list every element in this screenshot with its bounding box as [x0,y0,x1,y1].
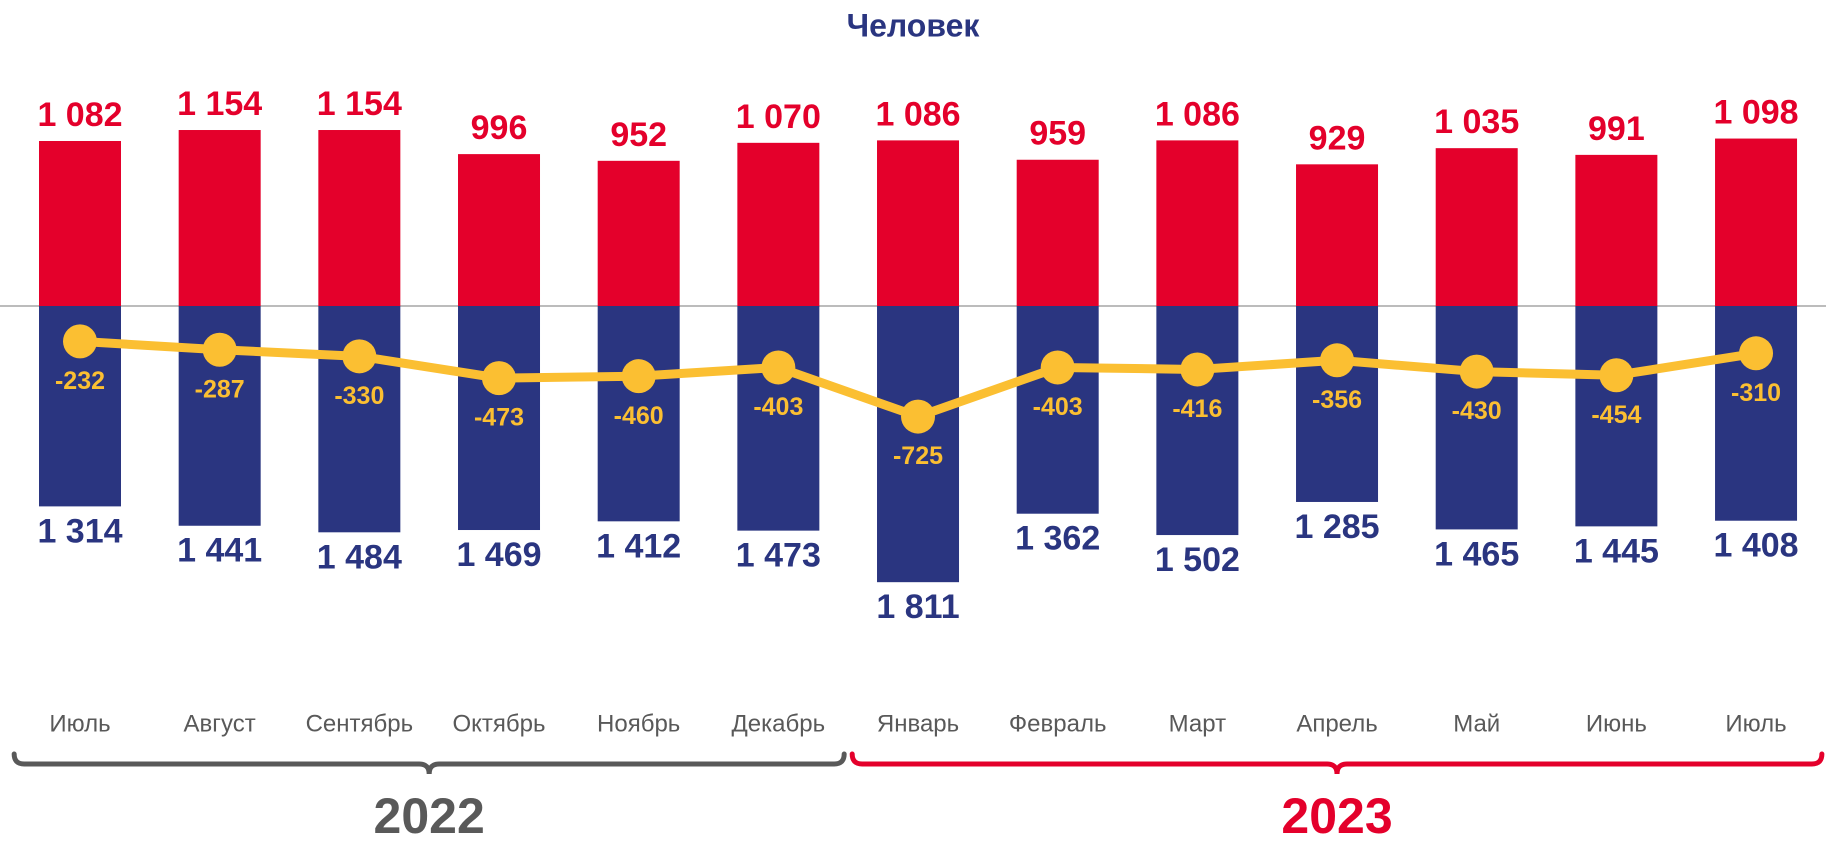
x-tick-label: Май [1453,710,1500,737]
bar [1296,164,1379,306]
bar [458,154,541,306]
value-label: 1 502 [1155,541,1240,579]
point [482,361,517,396]
value-label: 1 412 [596,527,681,565]
x-tick-label: Август [184,710,256,737]
point [901,399,936,434]
bar [458,306,541,531]
value-label: 1 285 [1294,508,1379,546]
bar [1435,148,1518,306]
value-label: 1 469 [456,536,541,574]
x-tick-label: Ноябрь [597,710,680,737]
value-label: 1 082 [37,96,122,134]
bar [178,130,261,306]
point [1459,354,1494,389]
bar [1435,306,1518,530]
point [1599,358,1634,393]
value-label: -403 [1033,393,1083,421]
value-label: -310 [1731,379,1781,407]
point [1040,350,1075,385]
value-label: 929 [1309,119,1366,157]
value-label: -232 [55,367,105,395]
point [63,324,97,359]
bar [737,142,820,306]
value-label: -330 [334,382,384,410]
x-tick-label: Июнь [1586,710,1647,737]
value-label: 991 [1588,110,1645,148]
value-label: 1 441 [177,532,262,570]
x-tick-label: Июль [49,710,110,737]
value-label: 1 086 [875,95,960,133]
bar [877,306,960,583]
group-bracket [849,751,1825,775]
x-tick-label: Июль [1725,710,1786,737]
value-label: -416 [1172,395,1222,423]
value-label: 1 035 [1434,103,1519,141]
x-tick-label: Январь [877,710,959,737]
bar [1016,159,1099,306]
x-tick-label: Апрель [1296,710,1377,737]
value-label: -460 [614,402,664,430]
point [202,332,237,367]
value-label: 1 445 [1574,532,1659,570]
x-tick-label: Февраль [1009,710,1107,737]
point [1739,336,1774,371]
value-label: -454 [1591,401,1641,429]
x-tick-label: Сентябрь [306,710,414,737]
chart-title: Человек [847,7,981,43]
point [1180,352,1215,387]
value-label: -287 [195,375,245,403]
bar [318,130,401,306]
bar [1575,306,1658,527]
value-label: 1 154 [177,85,262,123]
group-label: 2023 [1281,788,1392,843]
value-label: 1 086 [1155,95,1240,133]
value-label: 1 484 [317,538,402,576]
bar [877,140,960,306]
value-label: 996 [471,109,528,147]
value-label: -725 [893,442,943,470]
x-tick-label: Декабрь [732,710,826,737]
value-label: 1 811 [876,588,959,626]
x-tick-label: Октябрь [452,710,545,737]
point [761,350,796,385]
value-label: -403 [753,393,803,421]
value-label: 1 465 [1434,535,1519,573]
group-label: 2022 [374,788,485,843]
value-label: 1 070 [736,98,821,136]
bar [1016,306,1099,514]
value-label: 959 [1029,115,1086,153]
bar [1715,138,1798,306]
bar [1156,306,1239,536]
value-label: 1 314 [37,512,122,550]
point [621,359,656,394]
value-label: 1 408 [1713,527,1798,565]
value-label: -430 [1452,397,1502,425]
value-label: 1 362 [1015,520,1100,558]
bar [737,306,820,531]
bar [1575,154,1658,306]
x-tick-label: Март [1169,710,1226,737]
bar [39,140,121,306]
value-label: 1 154 [317,85,402,123]
bar [597,306,680,522]
group-bracket [11,751,847,775]
value-label: -356 [1312,386,1362,414]
point [342,339,377,374]
value-label: 1 098 [1713,94,1798,132]
bar [597,160,680,306]
bar [1296,306,1379,502]
bar [1156,140,1239,306]
value-label: 952 [610,116,667,154]
value-label: -473 [474,404,524,432]
point [1320,343,1355,378]
value-label: 1 473 [736,537,821,575]
